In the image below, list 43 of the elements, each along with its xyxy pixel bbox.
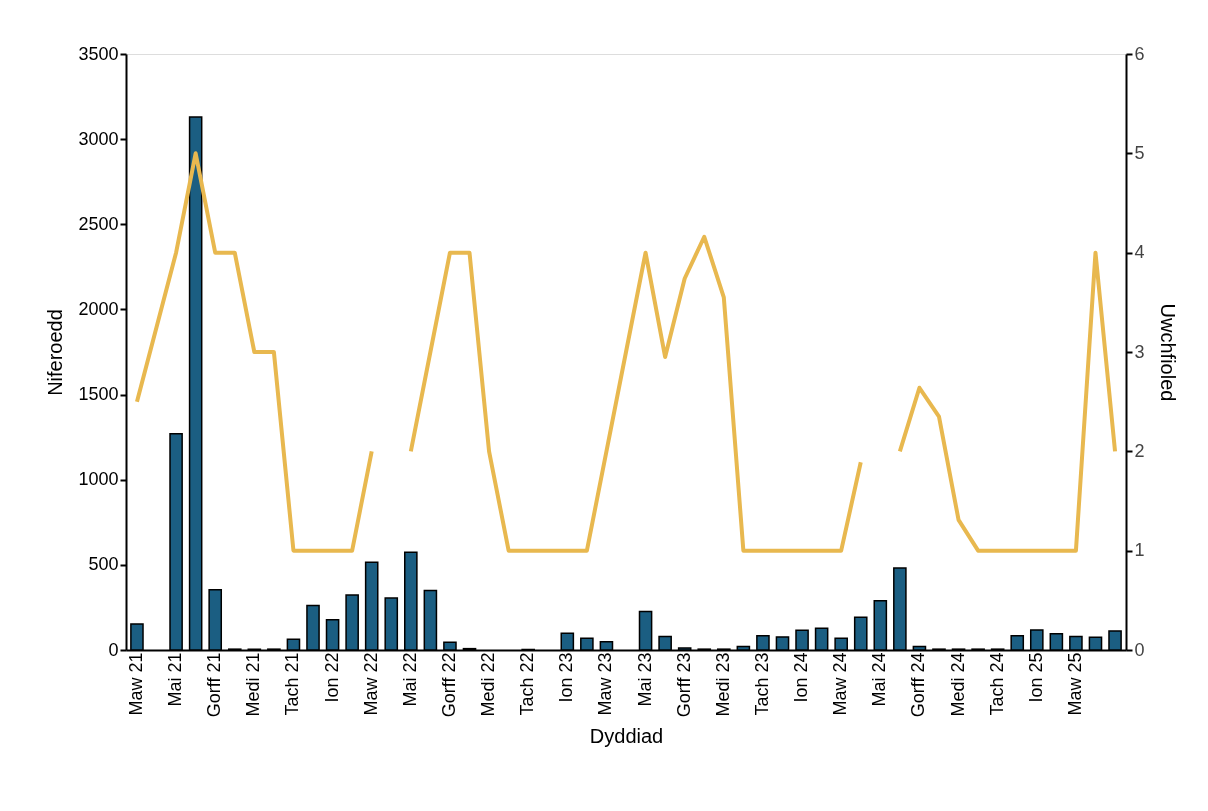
x-tick-label: Tach 22 <box>517 652 538 716</box>
x-tick-label: Tach 21 <box>282 652 303 716</box>
x-tick-label: Ion 22 <box>321 652 342 703</box>
x-tick-label: Mai 21 <box>165 652 186 707</box>
x-tick-label: Medi 23 <box>712 652 733 717</box>
x-tick-label: Medi 21 <box>243 652 264 717</box>
x-tick-label: Ion 23 <box>556 652 577 703</box>
x-tick-label: Ion 25 <box>1025 652 1046 703</box>
y-tick-label: 1500 <box>78 384 119 405</box>
x-tick-label: Mai 23 <box>634 652 655 707</box>
x-tick-label: Mai 24 <box>869 652 890 707</box>
x-tick-label: Maw 24 <box>830 652 851 716</box>
x-tick-label: Ion 24 <box>791 652 812 703</box>
y-tick-label: 3000 <box>78 128 119 149</box>
x-tick-label: Maw 25 <box>1064 652 1085 716</box>
y-axis-title: Niferoedd <box>44 309 67 396</box>
y-tick-label: 1000 <box>78 469 119 490</box>
x-tick-label: Mai 22 <box>399 652 420 707</box>
x-tick-label: Gorff 22 <box>438 652 459 718</box>
x-tick-label: Maw 22 <box>360 652 381 716</box>
y-tick-label: 2500 <box>78 213 119 234</box>
y2-tick-label: 3 <box>1134 341 1145 362</box>
y-tick-label: 3500 <box>78 43 119 64</box>
x-tick-label: Gorff 23 <box>673 652 694 718</box>
x-tick-label: Maw 23 <box>595 652 616 716</box>
x-tick-label: Gorff 24 <box>908 652 929 718</box>
y2-tick-label: 4 <box>1134 242 1145 263</box>
y2-tick-label: 2 <box>1134 440 1145 461</box>
y2-tick-label: 1 <box>1134 540 1145 561</box>
x-tick-label: Tach 23 <box>751 652 772 716</box>
x-tick-label: Medi 24 <box>947 652 968 717</box>
x-tick-label: Maw 21 <box>125 652 146 716</box>
y2-axis-title: Uwchfioled <box>1156 303 1179 402</box>
x-tick-label: Gorff 21 <box>204 652 225 718</box>
y2-tick-label: 6 <box>1134 43 1145 64</box>
y2-tick-label: 0 <box>1134 639 1145 660</box>
y-tick-label: 0 <box>108 639 119 660</box>
x-tick-label: Medi 22 <box>478 652 499 717</box>
x-axis-title: Dyddiad <box>589 725 664 748</box>
x-tick-label: Tach 24 <box>986 652 1007 716</box>
y-tick-label: 500 <box>88 554 119 575</box>
y2-tick-label: 5 <box>1134 142 1145 163</box>
y-tick-label: 2000 <box>78 298 119 319</box>
